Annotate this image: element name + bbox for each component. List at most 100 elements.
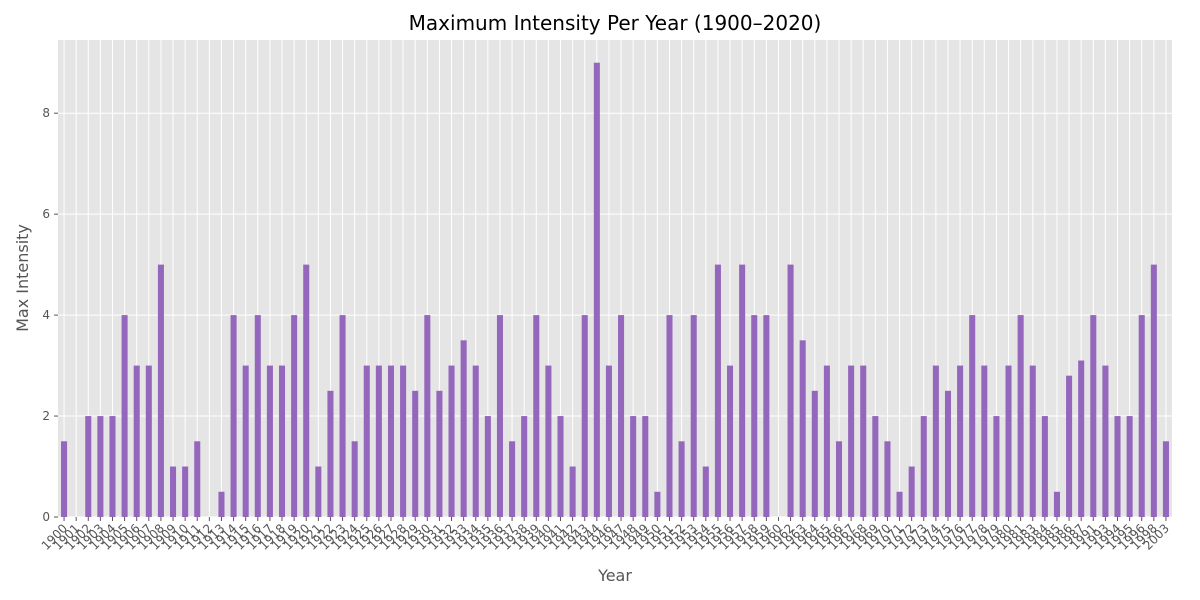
bar xyxy=(1017,315,1024,517)
bar xyxy=(218,491,225,517)
bar xyxy=(182,466,189,517)
bar xyxy=(605,365,612,517)
bar xyxy=(375,365,382,517)
y-tick-label: 6 xyxy=(42,207,50,221)
bar xyxy=(448,365,455,517)
bar xyxy=(254,315,261,517)
bar xyxy=(157,264,164,517)
bar xyxy=(85,416,92,517)
bar xyxy=(1041,416,1048,517)
bar xyxy=(557,416,564,517)
bar xyxy=(944,390,952,517)
bar xyxy=(1114,416,1121,517)
plot-background xyxy=(58,40,1172,517)
bar xyxy=(811,390,818,517)
bar xyxy=(266,365,273,517)
bar xyxy=(678,441,685,517)
bar xyxy=(1005,365,1012,517)
bar xyxy=(521,416,528,517)
bar xyxy=(872,416,879,517)
bar xyxy=(848,365,855,517)
bar xyxy=(545,365,552,517)
bar xyxy=(690,315,697,517)
bar xyxy=(799,340,806,517)
bar xyxy=(1066,375,1073,517)
bar xyxy=(957,365,964,517)
bar xyxy=(303,264,310,517)
bar xyxy=(981,365,988,517)
x-axis-label: Year xyxy=(597,566,632,585)
bar xyxy=(593,62,600,517)
bar xyxy=(1138,315,1145,517)
bar xyxy=(787,264,794,517)
bar xyxy=(109,416,116,517)
bar xyxy=(351,441,358,517)
bar xyxy=(278,365,286,517)
y-axis-label: Max Intensity xyxy=(13,224,32,332)
bar xyxy=(121,315,128,517)
bar xyxy=(496,315,503,517)
bar xyxy=(194,441,201,517)
bar xyxy=(133,365,140,517)
bar xyxy=(97,416,104,517)
bar xyxy=(860,365,867,517)
bar xyxy=(242,365,249,517)
bar xyxy=(363,365,370,517)
bar xyxy=(424,315,431,517)
bar xyxy=(823,365,830,517)
bar xyxy=(1029,365,1036,517)
bar xyxy=(1150,264,1157,517)
bar xyxy=(472,365,479,517)
bar xyxy=(581,315,588,517)
bar xyxy=(387,365,395,517)
chart-title: Maximum Intensity Per Year (1900–2020) xyxy=(409,11,822,35)
bar xyxy=(1162,441,1169,517)
bar xyxy=(727,365,734,517)
bars xyxy=(61,62,1169,517)
bar xyxy=(739,264,746,517)
bar xyxy=(145,365,152,517)
bar xyxy=(1126,416,1133,517)
bar xyxy=(61,441,68,517)
y-tick-label: 0 xyxy=(42,510,50,524)
labels: 0246819001901190219031904190519061907190… xyxy=(39,106,1172,553)
bar xyxy=(339,315,346,517)
bar xyxy=(630,416,637,517)
bar xyxy=(400,365,407,517)
bar xyxy=(932,365,939,517)
bar xyxy=(230,315,237,517)
bar xyxy=(291,315,298,517)
y-tick-label: 8 xyxy=(42,106,50,120)
bar xyxy=(618,315,625,517)
bar xyxy=(920,416,927,517)
bar xyxy=(969,315,976,517)
bar xyxy=(908,466,915,517)
bar xyxy=(436,390,443,517)
bar xyxy=(642,416,649,517)
bar xyxy=(884,441,891,517)
bar xyxy=(763,315,770,517)
bar xyxy=(412,390,419,517)
bar xyxy=(1090,315,1097,517)
bar xyxy=(714,264,721,517)
bar xyxy=(654,491,661,517)
bar xyxy=(569,466,576,517)
bar xyxy=(484,416,491,517)
bar xyxy=(533,315,540,517)
bar xyxy=(509,441,516,517)
bar xyxy=(327,390,334,517)
y-tick-label: 4 xyxy=(42,308,50,322)
bar xyxy=(993,416,1000,517)
bar xyxy=(1102,365,1109,517)
bar xyxy=(170,466,177,517)
bar xyxy=(315,466,322,517)
bar xyxy=(896,491,903,517)
bar xyxy=(835,441,843,517)
bar xyxy=(1053,491,1060,517)
bar xyxy=(666,315,673,517)
bar xyxy=(1078,360,1085,517)
bar xyxy=(702,466,709,517)
y-tick-label: 2 xyxy=(42,409,50,423)
bar xyxy=(460,340,467,517)
